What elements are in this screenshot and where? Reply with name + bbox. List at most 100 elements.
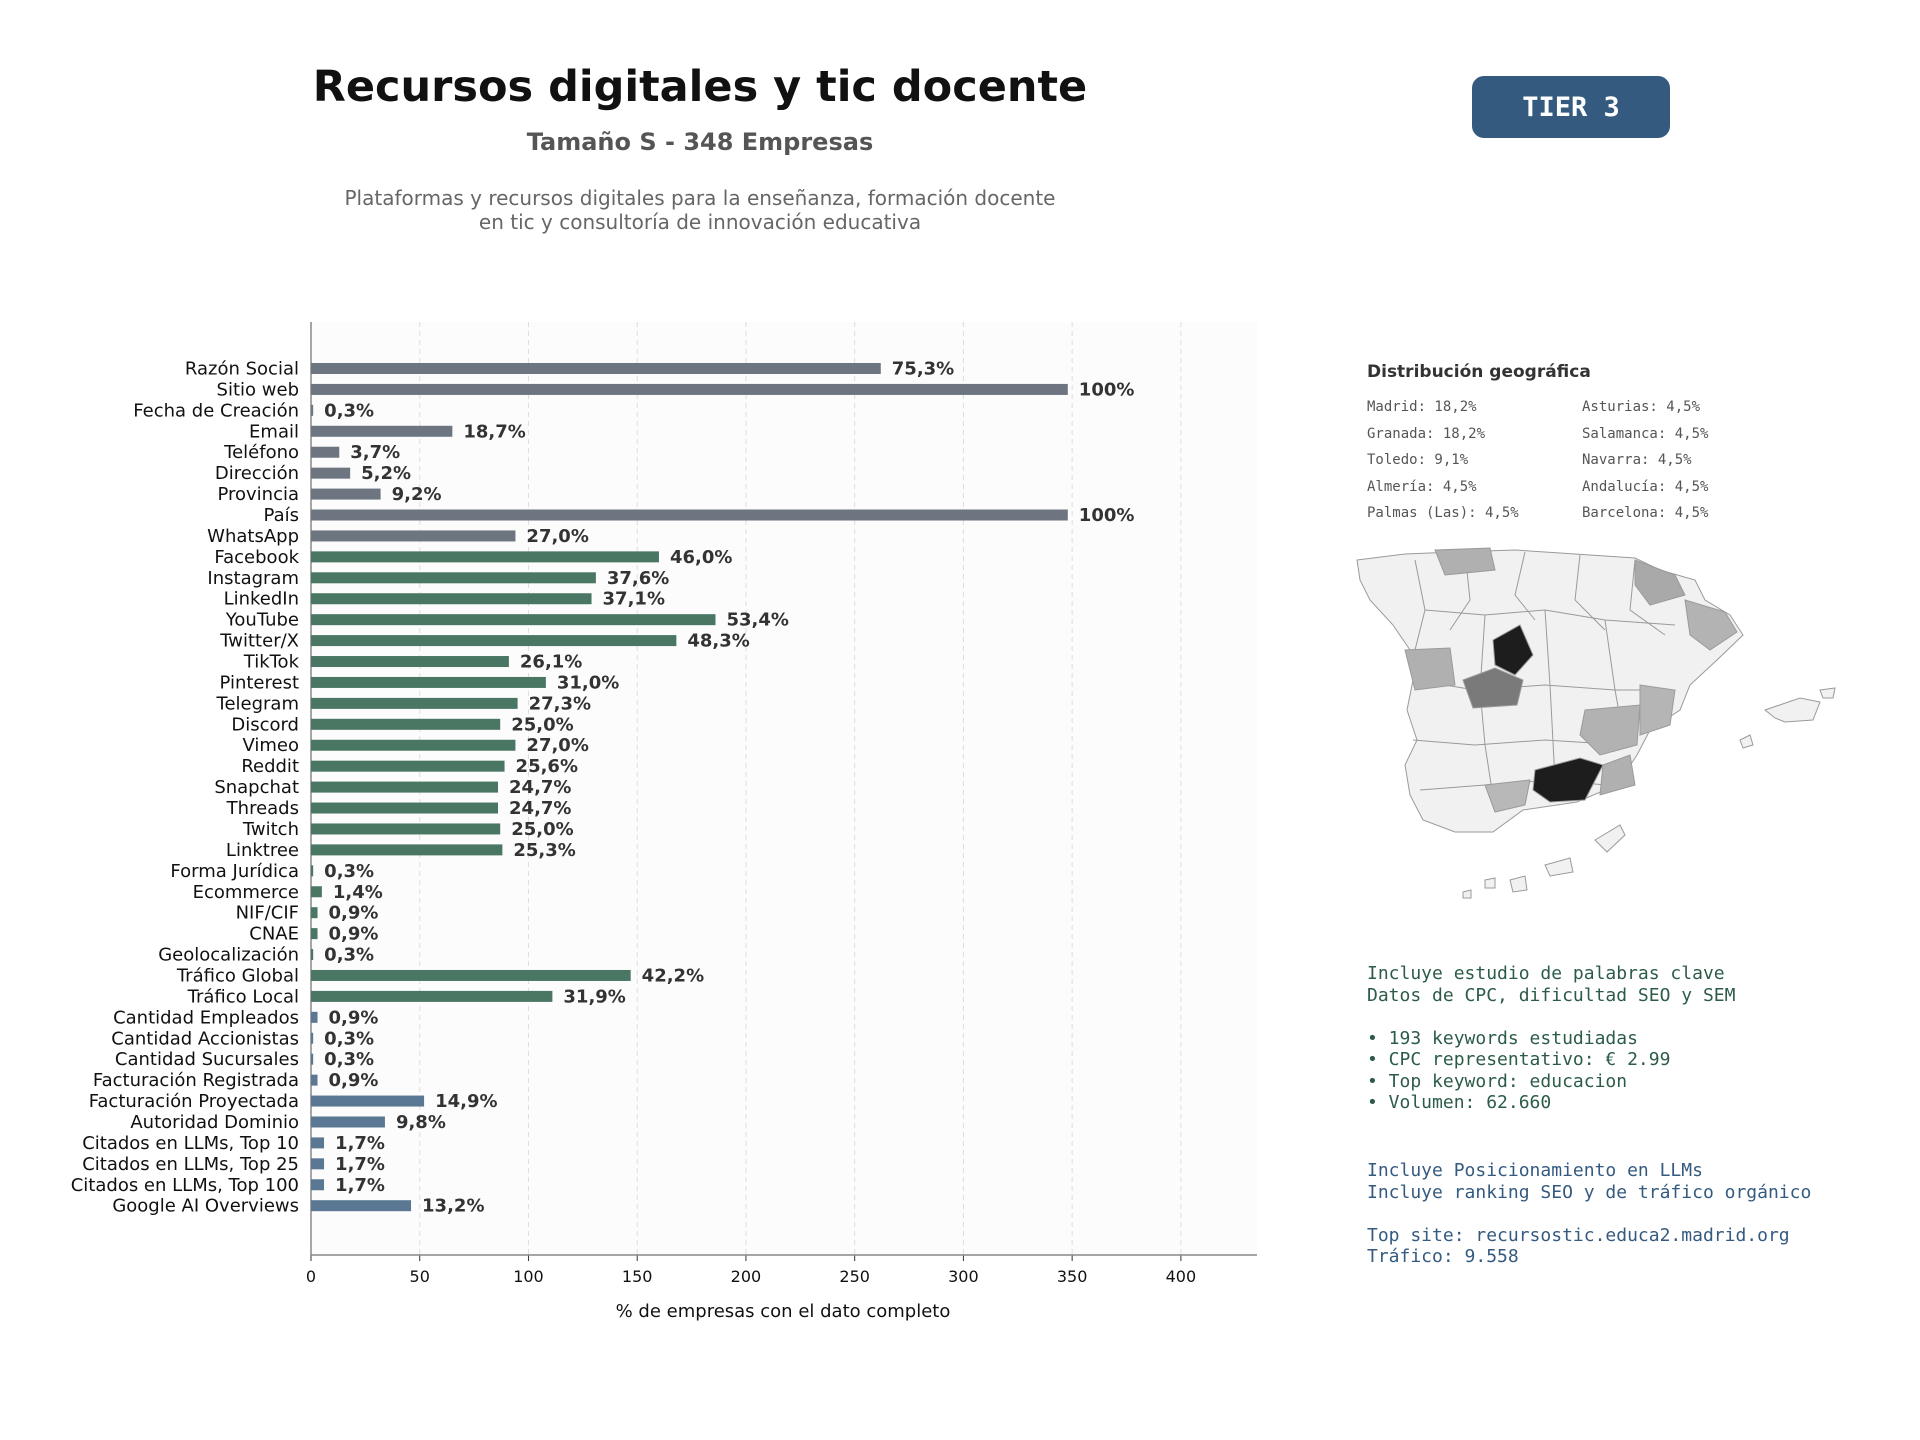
bar bbox=[311, 446, 340, 458]
data-label: 0,9% bbox=[329, 903, 379, 924]
bar bbox=[311, 949, 314, 961]
category-label: Dirección bbox=[215, 463, 299, 484]
data-label: 27,0% bbox=[526, 526, 588, 547]
bar bbox=[311, 969, 631, 981]
category-label: Twitch bbox=[242, 819, 299, 840]
geo-item: Asturias: 4,5% bbox=[1582, 399, 1701, 415]
bar bbox=[311, 467, 351, 479]
data-label: 25,0% bbox=[511, 714, 573, 735]
data-label: 24,7% bbox=[509, 777, 571, 798]
category-label: Sitio web bbox=[217, 379, 299, 400]
data-label: 1,7% bbox=[335, 1175, 385, 1196]
bar-chart: 0 50 100 150 200 250 300 350 400 Razón Social 75,3… bbox=[71, 322, 1257, 1322]
bar bbox=[311, 635, 677, 647]
category-label: Vimeo bbox=[242, 735, 299, 756]
llm-line: Incluye Posicionamiento en LLMs bbox=[1367, 1160, 1703, 1181]
x-tick-label: 150 bbox=[622, 1267, 653, 1286]
category-label: Forma Jurídica bbox=[170, 861, 299, 882]
geo-item: Navarra: 4,5% bbox=[1582, 452, 1692, 468]
keywords-line: • 193 keywords estudiadas bbox=[1367, 1027, 1638, 1049]
data-label: 3,7% bbox=[350, 442, 400, 463]
category-label: YouTube bbox=[225, 610, 299, 631]
x-tick-label: 0 bbox=[306, 1267, 316, 1286]
x-tick-label: 200 bbox=[731, 1267, 762, 1286]
description-line-2: en tic y consultoría de innovación educa… bbox=[478, 210, 922, 234]
category-label: Discord bbox=[231, 714, 299, 735]
data-label: 18,7% bbox=[463, 421, 525, 442]
data-label: 75,3% bbox=[892, 359, 954, 380]
bar bbox=[311, 697, 518, 709]
category-label: Instagram bbox=[207, 568, 299, 589]
llm-line: Tráfico: 9.558 bbox=[1367, 1246, 1519, 1267]
category-label: Threads bbox=[226, 798, 299, 819]
llm-line: Incluye ranking SEO y de tráfico orgánic… bbox=[1367, 1181, 1812, 1203]
bar bbox=[311, 1074, 318, 1086]
bar bbox=[311, 886, 322, 898]
category-label: Razón Social bbox=[185, 359, 299, 380]
bar bbox=[311, 1095, 425, 1107]
x-tick-label: 400 bbox=[1166, 1267, 1197, 1286]
bar bbox=[311, 1179, 325, 1191]
bar bbox=[311, 1200, 412, 1212]
category-label: Facebook bbox=[214, 547, 299, 568]
keywords-line: • Top keyword: educacion bbox=[1367, 1070, 1628, 1092]
geo-item: Palmas (Las): 4,5% bbox=[1367, 505, 1519, 521]
bar bbox=[311, 614, 716, 626]
bar bbox=[311, 363, 881, 374]
category-label: Teléfono bbox=[223, 442, 299, 463]
category-label: Telegram bbox=[216, 693, 299, 714]
bar bbox=[311, 1158, 325, 1170]
data-label: 1,7% bbox=[335, 1133, 385, 1154]
data-label: 0,3% bbox=[324, 400, 374, 421]
x-tick-label: 300 bbox=[948, 1267, 979, 1286]
category-label: WhatsApp bbox=[207, 526, 299, 547]
data-label: 1,7% bbox=[335, 1154, 385, 1175]
page-subtitle: Tamaño S - 348 Empresas bbox=[526, 128, 874, 156]
category-label: NIF/CIF bbox=[236, 903, 299, 924]
category-label: Citados en LLMs, Top 100 bbox=[71, 1175, 299, 1196]
bar bbox=[311, 425, 453, 437]
category-label: TikTok bbox=[243, 652, 300, 673]
bar bbox=[311, 739, 516, 751]
category-label: Facturación Registrada bbox=[93, 1070, 299, 1091]
data-label: 0,3% bbox=[324, 945, 374, 966]
data-label: 53,4% bbox=[726, 610, 788, 631]
keywords-line: Incluye estudio de palabras clave bbox=[1367, 963, 1725, 984]
data-label: 13,2% bbox=[422, 1196, 484, 1217]
category-label: CNAE bbox=[249, 924, 299, 945]
data-label: 46,0% bbox=[670, 547, 732, 568]
bar bbox=[311, 593, 592, 605]
category-label: Reddit bbox=[241, 756, 299, 777]
keywords-line: Datos de CPC, dificultad SEO y SEM bbox=[1367, 984, 1736, 1006]
data-label: 100% bbox=[1079, 379, 1135, 400]
bar bbox=[311, 718, 501, 730]
bar bbox=[311, 530, 516, 542]
llm-info: Incluye Posicionamiento en LLMs Incluye r… bbox=[1367, 1160, 1811, 1268]
data-label: 0,3% bbox=[324, 1028, 374, 1049]
bar bbox=[311, 551, 659, 563]
category-label: Provincia bbox=[217, 484, 299, 505]
data-label: 25,6% bbox=[516, 756, 578, 777]
llm-line: Top site: recursostic.educa2.madrid.org bbox=[1367, 1224, 1790, 1246]
category-label: Citados en LLMs, Top 25 bbox=[82, 1154, 299, 1175]
bar bbox=[311, 1032, 314, 1044]
bar bbox=[311, 1011, 318, 1023]
data-label: 0,3% bbox=[324, 1049, 374, 1070]
data-label: 0,9% bbox=[329, 1007, 379, 1028]
keywords-line: • Volumen: 62.660 bbox=[1367, 1092, 1552, 1113]
data-label: 0,3% bbox=[324, 861, 374, 882]
bar bbox=[311, 656, 509, 668]
data-label: 26,1% bbox=[520, 652, 582, 673]
category-label: Geolocalización bbox=[158, 945, 299, 966]
data-label: 0,9% bbox=[329, 1070, 379, 1091]
data-label: 31,0% bbox=[557, 672, 619, 693]
spain-map-icon bbox=[1356, 547, 1836, 899]
category-label: LinkedIn bbox=[224, 589, 299, 610]
geo-item: Andalucía: 4,5% bbox=[1582, 478, 1709, 495]
data-label: 1,4% bbox=[333, 882, 383, 903]
bar bbox=[311, 802, 499, 814]
geo-item: Salamanca: 4,5% bbox=[1582, 425, 1709, 442]
x-tick-label: 250 bbox=[839, 1267, 870, 1286]
llm-line bbox=[1367, 1203, 1811, 1225]
page-description: Plataformas y recursos digitales para la… bbox=[0, 186, 1400, 234]
